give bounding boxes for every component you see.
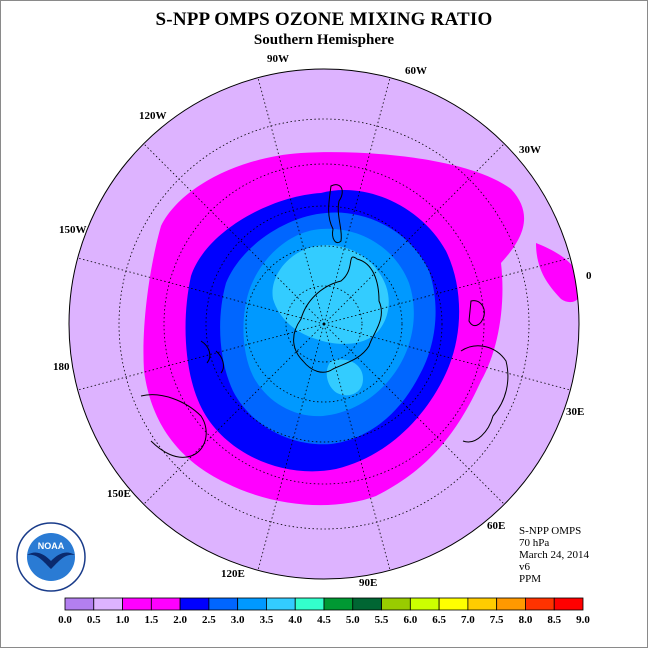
meridian-line bbox=[323, 323, 571, 391]
meridian-line bbox=[77, 323, 325, 391]
colorbar: 0.0 0.5 1.0 1.5 2.0 2.5 3.0 3.5 4.0 4.5 5.0 5.5 6.0 6… bbox=[58, 597, 590, 626]
info-units: PPM bbox=[519, 573, 542, 585]
info-version: v6 bbox=[519, 561, 530, 573]
colorbar-tick-label: 7.5 bbox=[490, 614, 504, 626]
colorbar-tick-label: 5.5 bbox=[375, 614, 389, 626]
latitude-circle-60 bbox=[205, 205, 443, 443]
contour-1.0-1.5-patch bbox=[536, 243, 579, 303]
colorbar-cell bbox=[525, 597, 555, 611]
colorbar-tick-label: 0.0 bbox=[58, 614, 72, 626]
colorbar-tick-label: 1.0 bbox=[116, 614, 130, 626]
colorbar-cell bbox=[553, 597, 584, 611]
lon-label-120w: 120W bbox=[139, 110, 167, 122]
antarctica-coastline bbox=[293, 256, 382, 373]
colorbar-cell bbox=[122, 597, 152, 611]
lon-label-30w: 30W bbox=[519, 144, 541, 156]
colorbar-tick-label: 4.5 bbox=[317, 614, 331, 626]
colorbar-tick-label: 0.5 bbox=[87, 614, 101, 626]
info-date: March 24, 2014 bbox=[519, 549, 589, 561]
africa-coastline bbox=[460, 345, 509, 443]
colorbar-tick-label: 1.5 bbox=[144, 614, 158, 626]
page-subtitle: Southern Hemisphere bbox=[253, 32, 395, 48]
latitude-circle-80 bbox=[285, 285, 363, 363]
colorbar-tick-label: 7.0 bbox=[461, 614, 475, 626]
logo-bird-icon bbox=[27, 552, 75, 569]
colorbar-tick-label: 3.5 bbox=[260, 614, 274, 626]
lon-label-180: 180 bbox=[53, 361, 70, 373]
colorbar-cell bbox=[150, 597, 181, 611]
colorbar-tick-label: 8.0 bbox=[519, 614, 533, 626]
colorbar-cell bbox=[352, 597, 382, 611]
colorbar-cell bbox=[208, 597, 239, 611]
lon-label-90w: 90W bbox=[267, 53, 289, 65]
colorbar-tick-label: 8.5 bbox=[547, 614, 561, 626]
colorbar-cell bbox=[467, 597, 498, 611]
colorbar-cell bbox=[93, 597, 123, 611]
info-instrument: S-NPP OMPS bbox=[519, 525, 582, 537]
lon-label-60w: 60W bbox=[405, 65, 427, 77]
coastlines bbox=[140, 184, 509, 458]
colorbar-cell bbox=[294, 597, 325, 611]
latitude-circle-50 bbox=[163, 163, 485, 485]
colorbar-cell bbox=[496, 597, 526, 611]
lon-label-30e: 30E bbox=[566, 406, 584, 418]
colorbar-tick-label: 6.5 bbox=[432, 614, 446, 626]
lon-label-0: 0 bbox=[586, 270, 592, 282]
colorbar-tick-label: 6.0 bbox=[403, 614, 417, 626]
contour-3.5-4.0-lobe bbox=[326, 359, 363, 396]
meridian-line bbox=[257, 323, 325, 571]
info-level: 70 hPa bbox=[519, 537, 550, 549]
map-border bbox=[68, 68, 580, 580]
colorbar-tick-label: 2.0 bbox=[173, 614, 187, 626]
meridian-line bbox=[143, 143, 325, 325]
meridian-line bbox=[323, 77, 391, 325]
meridian-line bbox=[323, 323, 505, 505]
meridian-line bbox=[323, 323, 391, 571]
colorbar-cell bbox=[409, 597, 440, 611]
colorbar-cell bbox=[323, 597, 354, 611]
australia-coastline bbox=[140, 394, 207, 458]
logo-text: NOAA bbox=[38, 541, 65, 551]
graticule bbox=[77, 77, 571, 571]
lon-label-90e: 90E bbox=[359, 577, 377, 589]
page-title: S-NPP OMPS OZONE MIXING RATIO bbox=[155, 9, 493, 30]
south-america-coastline bbox=[328, 184, 343, 244]
noaa-logo: NOAA bbox=[16, 522, 86, 592]
colorbar-cell bbox=[179, 597, 210, 611]
colorbar-tick-label: 9.0 bbox=[576, 614, 590, 626]
colorbar-cell bbox=[438, 597, 469, 611]
colorbar-cell bbox=[64, 597, 95, 611]
meridian-line bbox=[323, 257, 571, 325]
latitude-circle-40 bbox=[118, 118, 530, 530]
lon-label-60e: 60E bbox=[487, 520, 505, 532]
meridian-line bbox=[257, 77, 325, 325]
colorbar-cell bbox=[237, 597, 267, 611]
meridian-line bbox=[77, 257, 325, 325]
meridian-line bbox=[143, 323, 325, 505]
logo-inner-circle bbox=[27, 533, 75, 581]
new-zealand-coastline bbox=[200, 340, 224, 374]
colorbar-tick-label: 4.0 bbox=[288, 614, 302, 626]
lon-label-150e: 150E bbox=[107, 488, 131, 500]
colorbar-tick-label: 5.0 bbox=[346, 614, 360, 626]
colorbar-cell bbox=[266, 597, 296, 611]
meridian-line bbox=[323, 143, 505, 325]
colorbar-tick-label: 3.0 bbox=[231, 614, 245, 626]
colorbar-cell bbox=[381, 597, 411, 611]
colorbar-tick-label: 2.5 bbox=[202, 614, 216, 626]
contour-3.5-4.0 bbox=[272, 245, 389, 344]
info-block: S-NPP OMPS 70 hPa March 24, 2014 v6 PPM bbox=[519, 525, 589, 585]
lon-label-150w: 150W bbox=[59, 224, 87, 236]
lon-label-120e: 120E bbox=[221, 568, 245, 580]
latitude-circle-70 bbox=[245, 245, 403, 403]
